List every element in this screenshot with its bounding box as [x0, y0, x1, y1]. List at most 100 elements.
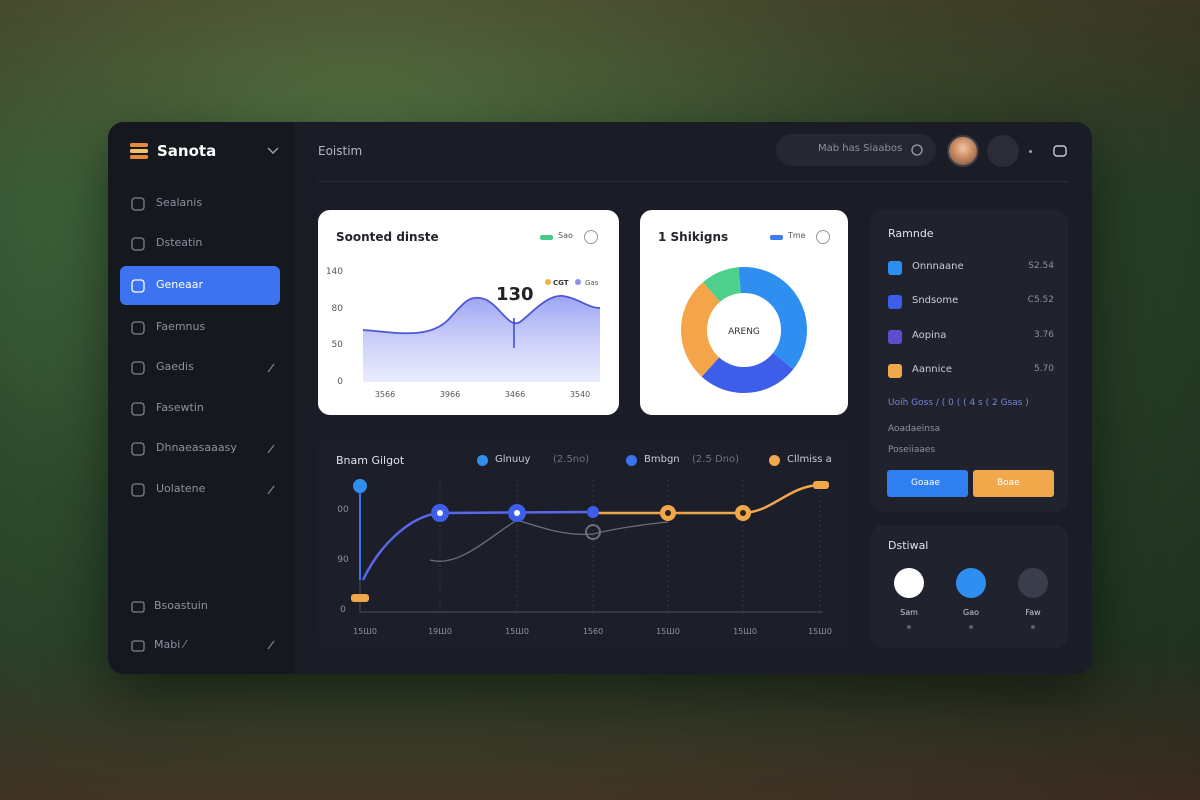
legend-label: Sao — [558, 231, 573, 240]
sidebar: Sanota Sealanis Dsteatin Geneaar Faemnus Gaed… — [108, 122, 294, 674]
page-title: Eoistim — [318, 144, 363, 158]
nav-icon — [131, 279, 145, 293]
y-label: 90 — [337, 555, 349, 565]
arrow — [267, 363, 275, 373]
item-value: S2.54 — [1028, 261, 1054, 271]
nav-icon-shape — [131, 361, 145, 375]
footer-icon-shape — [131, 640, 145, 652]
nav-icon-shape — [131, 197, 145, 211]
card-menu[interactable] — [584, 230, 598, 244]
panel-title: Ramnde — [888, 227, 934, 240]
nav-item[interactable]: Sealanis — [120, 184, 280, 223]
nav-item[interactable]: Dhnaeasaaasy — [120, 429, 280, 468]
action-button[interactable]: Goaae — [887, 470, 968, 497]
nav-label: Geneaar — [156, 278, 204, 291]
arrow — [267, 485, 275, 495]
annotation-legend: Gas — [585, 279, 599, 287]
area-card: Soonted dinste Sao 140 80 50 0 130 CGT Gas 3566 39… — [318, 210, 619, 415]
icon-button[interactable] — [987, 135, 1019, 167]
nav-item[interactable]: Uolatene — [120, 470, 280, 509]
device-label: Faw — [1025, 608, 1041, 617]
nav-icon-shape — [131, 442, 145, 456]
nav-icon-shape — [131, 237, 145, 251]
x-label: 15Ш0 — [808, 627, 832, 636]
x-label: 3540 — [570, 390, 590, 399]
nav-label: Uolatene — [156, 482, 206, 495]
item-icon — [888, 364, 902, 378]
card-menu[interactable] — [816, 230, 830, 244]
device-dot — [969, 625, 973, 629]
annotation-dot — [575, 279, 581, 285]
nav-item[interactable]: Geneaar — [120, 266, 280, 305]
brand-name: Sanota — [157, 142, 217, 160]
action-button[interactable]: Boae — [973, 470, 1054, 497]
nav-label: Gaedis — [156, 360, 194, 373]
legend-dot — [626, 455, 637, 466]
nav-icon — [131, 197, 145, 211]
item-icon — [888, 330, 902, 344]
y-label: 50 — [332, 340, 344, 350]
nav-icon — [131, 237, 145, 251]
brand-chevron — [267, 147, 279, 155]
device-button[interactable] — [956, 568, 986, 598]
logo-bar — [130, 155, 148, 159]
legend-swatch — [770, 235, 783, 240]
search-icon — [911, 144, 923, 156]
card-title: 1 Shikigns — [658, 230, 729, 244]
point — [813, 481, 829, 489]
item-label: Aopina — [912, 330, 947, 341]
annotation-dot — [545, 279, 551, 285]
point-core — [665, 510, 671, 516]
x-label: 3966 — [440, 390, 460, 399]
donut-center: ARENG — [728, 327, 760, 337]
nav-item[interactable]: Dsteatin — [120, 224, 280, 263]
nav-icon — [131, 442, 145, 456]
card-title: Soonted dinste — [336, 230, 439, 244]
nav-arrow — [267, 363, 275, 373]
panel-title: Dstiwal — [888, 539, 929, 552]
point — [587, 506, 599, 518]
point — [351, 594, 369, 602]
legend-swatch — [540, 235, 553, 240]
orange-line — [593, 483, 821, 515]
x-label: 15Ш0 — [505, 627, 529, 636]
side-panel: Ramnde Onnnaane S2.54 Sndsome C5.52 Aopina 3.7… — [871, 210, 1068, 512]
point-core — [514, 510, 520, 516]
nav-label: Sealanis — [156, 196, 203, 209]
y-label: 140 — [326, 267, 343, 277]
device-button[interactable] — [1018, 568, 1048, 598]
device-label: Gao — [963, 608, 979, 617]
panel-note: Uoih Goss / ( 0 ( ( 4 s ( 2 Gsas ) — [888, 398, 1029, 408]
nav-item[interactable]: Fasewtin — [120, 389, 280, 428]
nav-item[interactable]: Gaedis — [120, 348, 280, 387]
nav-label: Dhnaeasaaasy — [156, 441, 237, 454]
card-title: Bnam Gilgot — [336, 454, 405, 467]
device-button[interactable] — [894, 568, 924, 598]
item-value: 3.76 — [1033, 330, 1054, 340]
nav-icon — [131, 361, 145, 375]
dashboard: Sanota Sealanis Dsteatin Geneaar Faemnus Gaed… — [108, 122, 1092, 674]
footer-item[interactable]: Mabi ⁄ — [120, 627, 280, 663]
area-fill — [363, 295, 600, 382]
search-box[interactable]: Mab has Siaabos — [776, 134, 936, 166]
legend-dot — [477, 455, 488, 466]
device-dot — [907, 625, 911, 629]
arrow — [267, 444, 275, 454]
nav-icon — [131, 321, 145, 335]
brand-logo — [130, 143, 148, 159]
footer-item[interactable]: Bsoastuin — [120, 588, 280, 624]
dot — [1029, 150, 1032, 153]
legend-note: (2.5 Dno) — [692, 454, 740, 465]
chevron — [267, 147, 279, 155]
arrow — [267, 640, 275, 650]
annotation-legend: CGT — [553, 279, 569, 287]
avatar[interactable] — [947, 135, 979, 167]
nav-item[interactable]: Faemnus — [120, 308, 280, 347]
y-label: 0 — [337, 377, 343, 387]
legend-note: (2.5no) — [553, 454, 590, 465]
donut-card: 1 Shikigns Tme ARENG — [640, 210, 848, 415]
legend-dot — [769, 455, 780, 466]
panel-line: Poseiiaaes — [888, 445, 936, 455]
header-divider — [318, 181, 1068, 182]
menu-icon — [1053, 145, 1067, 157]
